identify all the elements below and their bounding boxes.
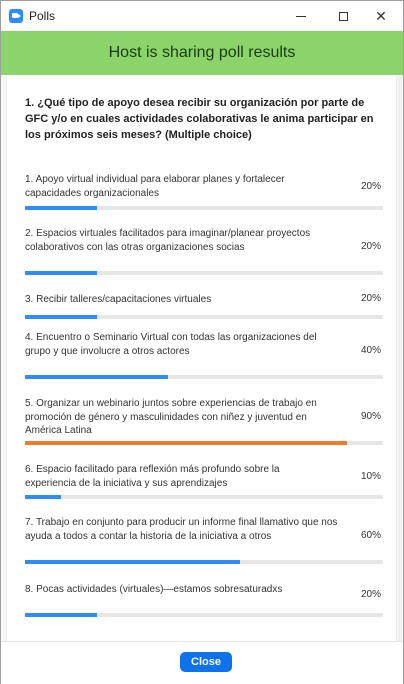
- option-percent: 20%: [360, 589, 381, 600]
- option-percent: 20%: [360, 241, 381, 252]
- option-bar-track: [25, 560, 383, 564]
- option-percent: 90%: [360, 411, 381, 422]
- option-text: 8. Pocas actividades (virtuales)—estamos…: [25, 584, 283, 595]
- option-text: 4. Encuentro o Seminario Virtual con tod…: [25, 332, 317, 357]
- minimize-icon: [296, 15, 306, 17]
- close-icon: ✕: [375, 7, 387, 24]
- option-percent: 40%: [360, 345, 381, 356]
- poll-question: 1. ¿Qué tipo de apoyo desea recibir su o…: [25, 97, 374, 141]
- option-bar-track: [25, 375, 383, 379]
- option-bar-fill: [25, 271, 97, 275]
- poll-option: 5. Organizar un webinario juntos sobre e…: [25, 397, 385, 449]
- option-bar-fill: [25, 206, 97, 210]
- option-percent: 20%: [360, 293, 381, 304]
- maximize-button[interactable]: [321, 1, 365, 31]
- option-text: 1. Apoyo virtual individual para elabora…: [25, 174, 285, 199]
- close-button[interactable]: Close: [180, 652, 232, 672]
- option-bar-track: [25, 315, 383, 319]
- poll-option: 2. Espacios virtuales facilitados para i…: [25, 227, 385, 279]
- sharing-banner: Host is sharing poll results: [1, 31, 403, 75]
- footer: Close: [1, 641, 403, 684]
- option-text: 5. Organizar un webinario juntos sobre e…: [25, 398, 317, 436]
- close-window-button[interactable]: ✕: [359, 1, 403, 31]
- option-bar-track: [25, 613, 383, 617]
- poll-option: 3. Recibir talleres/capacitaciones virtu…: [25, 293, 385, 323]
- minimize-button[interactable]: [279, 1, 323, 31]
- window-title: Polls: [29, 9, 56, 23]
- option-bar-fill: [25, 315, 97, 319]
- option-percent: 20%: [360, 181, 381, 192]
- poll-option: 8. Pocas actividades (virtuales)—estamos…: [25, 583, 385, 619]
- option-bar-fill: [25, 560, 240, 564]
- option-percent: 60%: [360, 530, 381, 541]
- option-text: 7. Trabajo en conjunto para producir un …: [25, 517, 338, 542]
- option-bar-track: [25, 206, 383, 210]
- title-bar: Polls ✕: [1, 1, 403, 31]
- option-bar-fill: [25, 495, 61, 499]
- option-bar-fill: [25, 375, 169, 379]
- option-bar-track: [25, 271, 383, 275]
- option-bar-track: [25, 495, 383, 499]
- option-bar-fill-highest: [25, 441, 348, 445]
- poll-results-area[interactable]: 1. ¿Qué tipo de apoyo desea recibir su o…: [1, 75, 403, 641]
- option-bar-track: [25, 441, 383, 445]
- option-text: 2. Espacios virtuales facilitados para i…: [25, 228, 311, 253]
- poll-option: 4. Encuentro o Seminario Virtual con tod…: [25, 331, 385, 383]
- option-text: 6. Espacio facilitado para reflexión más…: [25, 464, 280, 489]
- scrollbar[interactable]: [398, 75, 402, 641]
- option-bar-fill: [25, 613, 97, 617]
- poll-option: 7. Trabajo en conjunto para producir un …: [25, 516, 385, 568]
- banner-text: Host is sharing poll results: [108, 44, 296, 61]
- option-text: 3. Recibir talleres/capacitaciones virtu…: [25, 294, 212, 305]
- zoom-app-icon: [9, 9, 23, 23]
- option-percent: 10%: [360, 471, 381, 482]
- poll-option: 1. Apoyo virtual individual para elabora…: [25, 173, 385, 213]
- poll-card: 1. ¿Qué tipo de apoyo desea recibir su o…: [6, 75, 397, 641]
- poll-option: 6. Espacio facilitado para reflexión más…: [25, 463, 385, 503]
- maximize-icon: [338, 11, 348, 21]
